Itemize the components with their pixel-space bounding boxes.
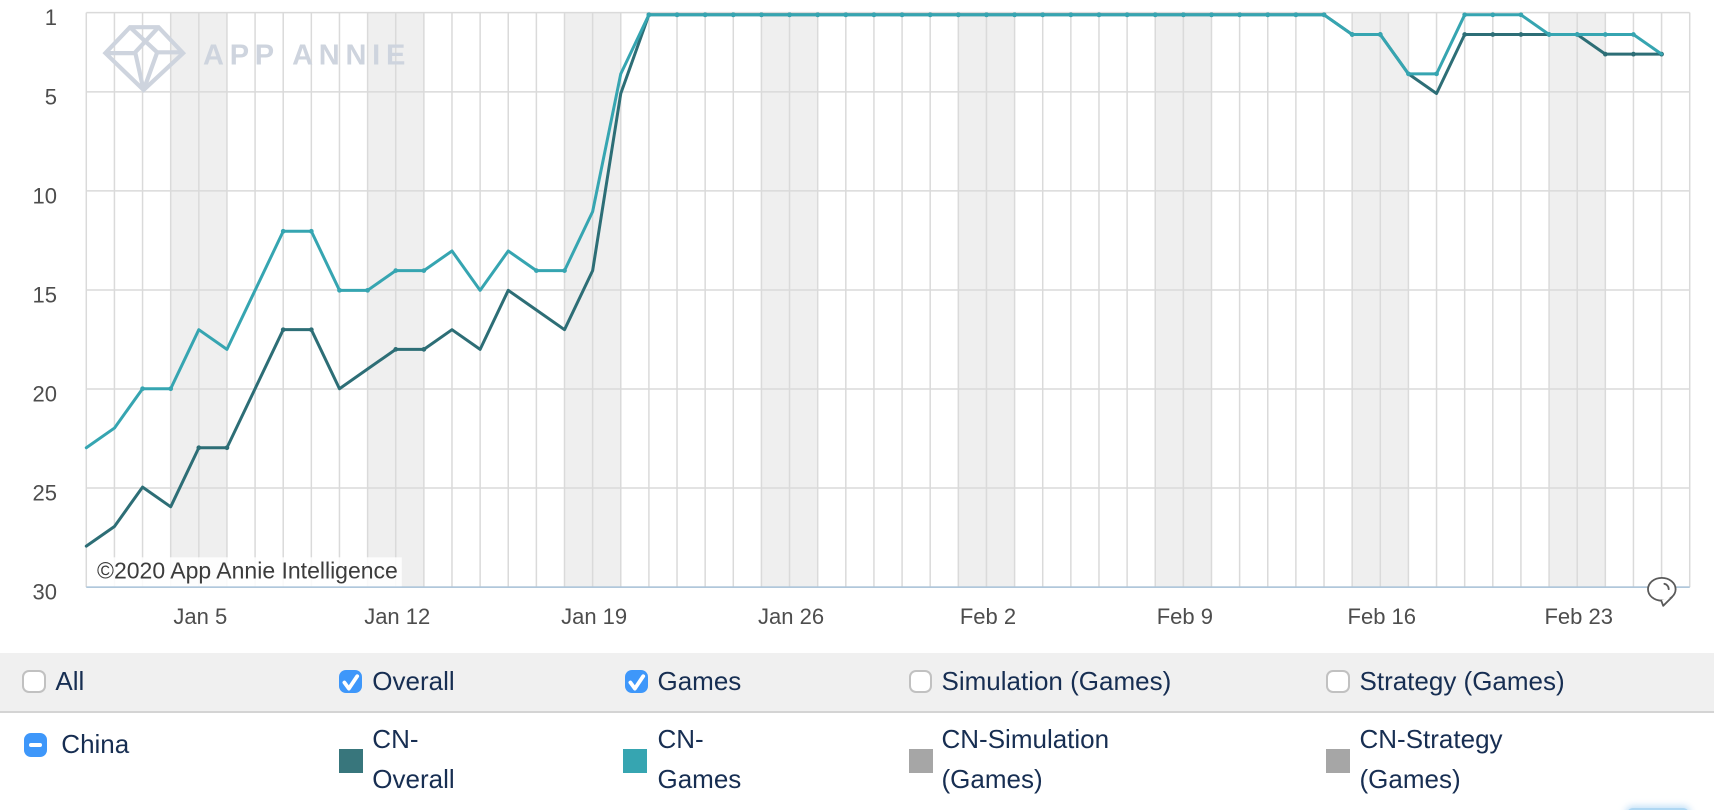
svg-text:Feb 16: Feb 16 xyxy=(1348,604,1417,629)
svg-text:10: 10 xyxy=(33,183,57,208)
svg-text:30: 30 xyxy=(33,580,57,605)
svg-text:Feb 23: Feb 23 xyxy=(1544,604,1613,629)
svg-text:15: 15 xyxy=(33,282,57,307)
svg-text:25: 25 xyxy=(33,481,57,506)
svg-text:APP ANNIE: APP ANNIE xyxy=(203,40,411,72)
svg-text:20: 20 xyxy=(33,381,57,406)
svg-text:Jan 5: Jan 5 xyxy=(173,604,227,629)
svg-text:Feb 2: Feb 2 xyxy=(960,604,1016,629)
svg-text:Jan 19: Jan 19 xyxy=(561,604,627,629)
svg-text:5: 5 xyxy=(45,84,57,109)
svg-text:Feb 9: Feb 9 xyxy=(1157,604,1213,629)
svg-text:1: 1 xyxy=(45,5,57,30)
svg-text:Jan 26: Jan 26 xyxy=(758,604,824,629)
svg-text:©2020 App Annie Intelligence: ©2020 App Annie Intelligence xyxy=(97,558,398,584)
svg-text:Jan 12: Jan 12 xyxy=(364,604,430,629)
